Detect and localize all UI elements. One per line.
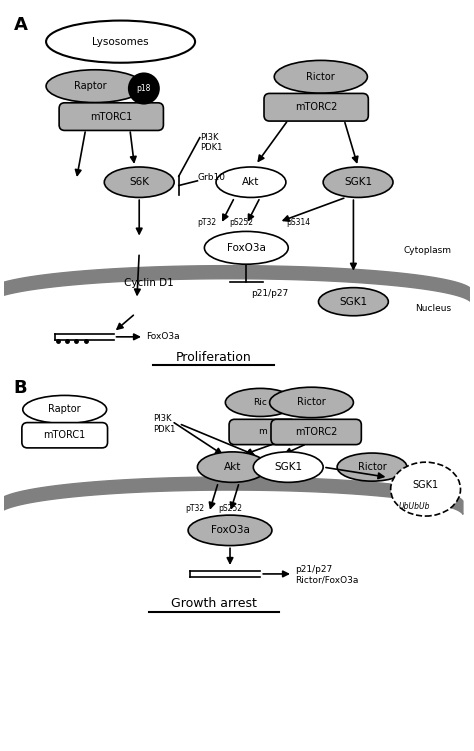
FancyBboxPatch shape (59, 103, 164, 131)
Text: Akt: Akt (224, 462, 241, 472)
Text: SGK1: SGK1 (274, 462, 302, 472)
Ellipse shape (188, 515, 272, 545)
Ellipse shape (323, 167, 393, 198)
Text: PI3K
PDK1: PI3K PDK1 (153, 414, 175, 433)
Text: mTORC1: mTORC1 (44, 430, 86, 440)
Ellipse shape (197, 452, 267, 482)
Text: pS252: pS252 (218, 505, 242, 514)
FancyBboxPatch shape (264, 93, 368, 121)
FancyBboxPatch shape (271, 419, 361, 445)
Text: Cyclin D1: Cyclin D1 (124, 278, 173, 288)
Text: Rictor: Rictor (358, 462, 386, 472)
FancyBboxPatch shape (22, 423, 108, 448)
Ellipse shape (319, 288, 388, 315)
Ellipse shape (274, 60, 367, 93)
Ellipse shape (270, 388, 354, 418)
Text: PI3K
PDK1: PI3K PDK1 (200, 133, 222, 152)
Text: A: A (13, 16, 27, 34)
Text: UbUbUb: UbUbUb (398, 502, 430, 511)
Ellipse shape (216, 167, 286, 198)
Text: FoxO3a: FoxO3a (146, 333, 180, 342)
Ellipse shape (337, 453, 407, 481)
Text: p21/p27: p21/p27 (295, 566, 332, 575)
Text: Lysosomes: Lysosomes (92, 37, 149, 47)
Text: SGK1: SGK1 (339, 297, 367, 306)
Text: Rictor/FoxO3a: Rictor/FoxO3a (295, 576, 359, 585)
Text: mTORC2: mTORC2 (295, 427, 337, 437)
Text: B: B (13, 379, 27, 397)
Ellipse shape (391, 462, 461, 516)
Text: FoxO3a: FoxO3a (210, 526, 249, 535)
Text: Rictor: Rictor (297, 397, 326, 408)
Ellipse shape (104, 167, 174, 198)
Ellipse shape (46, 70, 144, 103)
Text: pT32: pT32 (185, 505, 205, 514)
Text: SGK1: SGK1 (412, 481, 438, 490)
Text: Rictor: Rictor (307, 72, 335, 82)
Ellipse shape (225, 388, 295, 417)
Text: Grb10: Grb10 (197, 173, 226, 182)
Text: mTORC1: mTORC1 (90, 112, 132, 122)
Text: Growth arrest: Growth arrest (171, 598, 256, 611)
Ellipse shape (129, 74, 159, 104)
Text: mTORC2: mTORC2 (295, 102, 337, 112)
Text: S6K: S6K (129, 177, 149, 187)
Text: SGK1: SGK1 (344, 177, 372, 187)
Text: m: m (258, 427, 267, 436)
Text: Raptor: Raptor (48, 405, 81, 415)
Ellipse shape (23, 396, 107, 424)
Text: Akt: Akt (242, 177, 260, 187)
FancyBboxPatch shape (229, 419, 296, 445)
Text: pS314: pS314 (286, 218, 310, 227)
Text: Raptor: Raptor (74, 81, 107, 91)
Text: Nucleus: Nucleus (415, 304, 451, 313)
Ellipse shape (253, 452, 323, 482)
Text: p18: p18 (137, 84, 151, 93)
Text: Ric: Ric (253, 398, 267, 407)
Text: Proliferation: Proliferation (176, 351, 252, 364)
Ellipse shape (46, 20, 195, 63)
Text: Cytoplasm: Cytoplasm (403, 246, 451, 255)
Text: pS252: pS252 (230, 218, 254, 227)
Text: pT32: pT32 (197, 218, 216, 227)
Ellipse shape (204, 231, 288, 264)
Text: p21/p27: p21/p27 (251, 288, 288, 297)
Text: FoxO3a: FoxO3a (227, 243, 266, 253)
